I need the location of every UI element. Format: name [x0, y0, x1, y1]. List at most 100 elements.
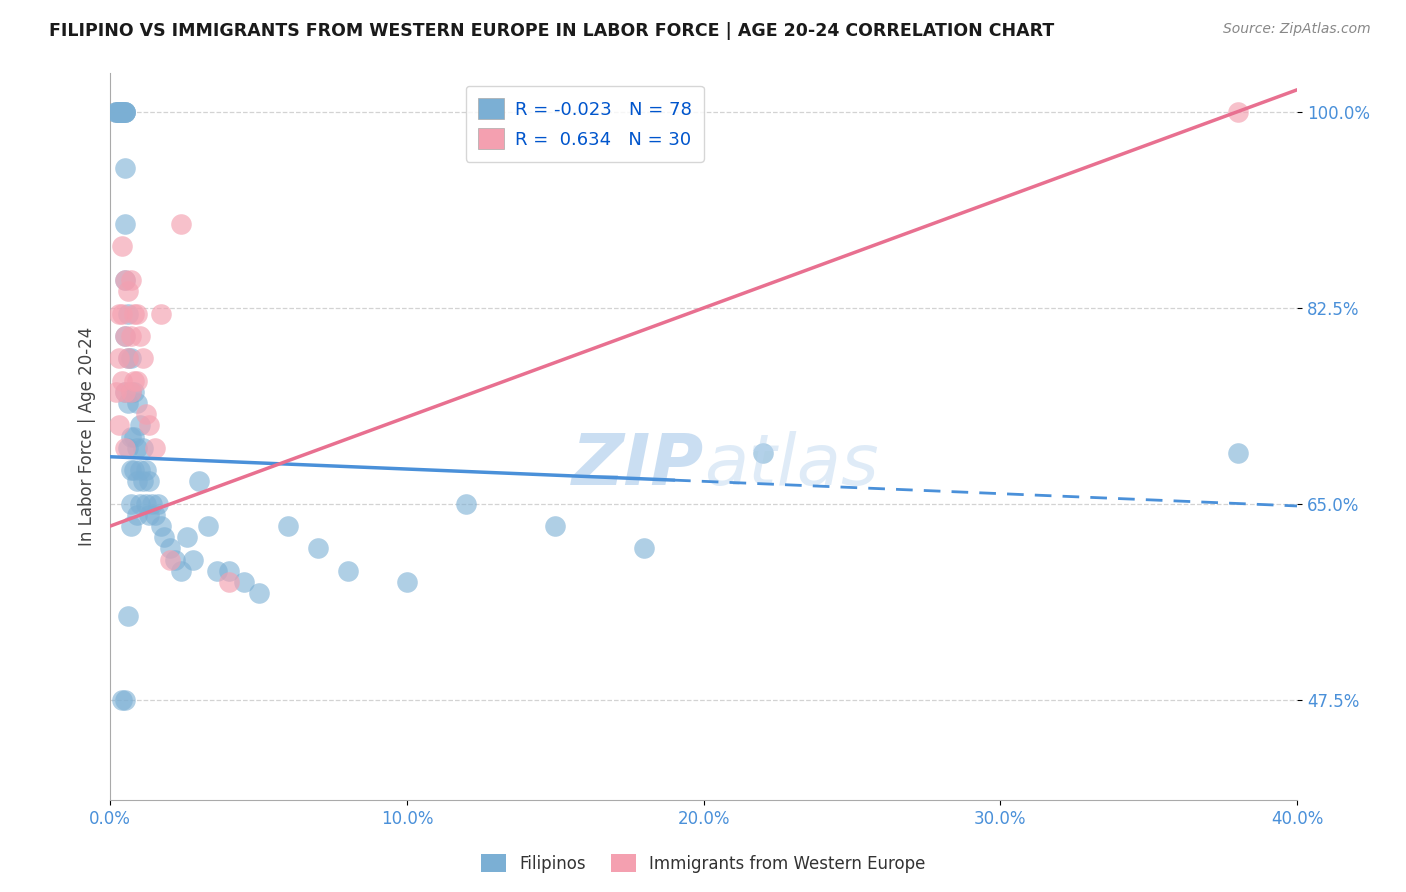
- Point: [108, 105, 131, 120]
- Point: [117, 351, 139, 366]
- Point: [122, 306, 145, 320]
- Point: [114, 329, 136, 343]
- Point: [149, 519, 172, 533]
- Point: [128, 418, 150, 433]
- Point: [108, 105, 131, 120]
- Point: [307, 541, 329, 556]
- Point: [152, 530, 174, 544]
- Point: [247, 586, 270, 600]
- Point: [111, 239, 134, 253]
- Point: [132, 475, 155, 489]
- Point: [108, 105, 131, 120]
- Point: [120, 519, 142, 533]
- Point: [146, 497, 169, 511]
- Point: [114, 384, 136, 399]
- Point: [125, 374, 148, 388]
- Point: [117, 351, 139, 366]
- Point: [218, 575, 240, 590]
- Point: [108, 306, 131, 320]
- Text: FILIPINO VS IMMIGRANTS FROM WESTERN EUROPE IN LABOR FORCE | AGE 20-24 CORRELATIO: FILIPINO VS IMMIGRANTS FROM WESTERN EURO…: [49, 22, 1054, 40]
- Point: [395, 575, 418, 590]
- Point: [111, 692, 134, 706]
- Point: [111, 105, 134, 120]
- Point: [114, 329, 136, 343]
- Point: [114, 217, 136, 231]
- Point: [176, 530, 198, 544]
- Point: [197, 519, 219, 533]
- Point: [336, 564, 359, 578]
- Point: [114, 384, 136, 399]
- Text: ZIP: ZIP: [571, 431, 703, 500]
- Point: [108, 105, 131, 120]
- Point: [122, 429, 145, 443]
- Point: [218, 564, 240, 578]
- Point: [105, 105, 128, 120]
- Point: [117, 306, 139, 320]
- Point: [188, 475, 211, 489]
- Point: [111, 105, 134, 120]
- Point: [114, 105, 136, 120]
- Point: [120, 497, 142, 511]
- Point: [125, 396, 148, 410]
- Point: [114, 273, 136, 287]
- Point: [1226, 446, 1249, 460]
- Point: [141, 497, 163, 511]
- Point: [125, 508, 148, 522]
- Point: [138, 508, 160, 522]
- Point: [128, 497, 150, 511]
- Point: [128, 329, 150, 343]
- Legend: Filipinos, Immigrants from Western Europe: Filipinos, Immigrants from Western Europ…: [474, 847, 932, 880]
- Point: [1226, 105, 1249, 120]
- Point: [114, 161, 136, 175]
- Point: [149, 306, 172, 320]
- Point: [456, 497, 478, 511]
- Point: [120, 351, 142, 366]
- Point: [114, 105, 136, 120]
- Point: [633, 541, 655, 556]
- Point: [114, 105, 136, 120]
- Point: [114, 441, 136, 455]
- Point: [117, 284, 139, 298]
- Point: [132, 441, 155, 455]
- Point: [128, 463, 150, 477]
- Point: [138, 418, 160, 433]
- Legend: R = -0.023   N = 78, R =  0.634   N = 30: R = -0.023 N = 78, R = 0.634 N = 30: [465, 86, 704, 161]
- Point: [120, 463, 142, 477]
- Point: [120, 329, 142, 343]
- Point: [143, 441, 166, 455]
- Point: [122, 384, 145, 399]
- Point: [181, 552, 204, 566]
- Point: [108, 351, 131, 366]
- Point: [159, 541, 181, 556]
- Point: [111, 374, 134, 388]
- Point: [125, 306, 148, 320]
- Point: [105, 105, 128, 120]
- Point: [120, 273, 142, 287]
- Point: [170, 564, 193, 578]
- Point: [143, 508, 166, 522]
- Point: [159, 552, 181, 566]
- Point: [111, 105, 134, 120]
- Point: [120, 384, 142, 399]
- Point: [120, 429, 142, 443]
- Point: [117, 396, 139, 410]
- Text: Source: ZipAtlas.com: Source: ZipAtlas.com: [1223, 22, 1371, 37]
- Point: [111, 105, 134, 120]
- Point: [111, 105, 134, 120]
- Point: [117, 608, 139, 623]
- Point: [108, 105, 131, 120]
- Point: [125, 475, 148, 489]
- Point: [122, 374, 145, 388]
- Point: [170, 217, 193, 231]
- Point: [114, 692, 136, 706]
- Point: [544, 519, 567, 533]
- Point: [135, 497, 157, 511]
- Point: [114, 273, 136, 287]
- Text: atlas: atlas: [703, 431, 879, 500]
- Point: [122, 463, 145, 477]
- Point: [205, 564, 228, 578]
- Point: [120, 384, 142, 399]
- Point: [165, 552, 187, 566]
- Point: [135, 407, 157, 421]
- Point: [105, 105, 128, 120]
